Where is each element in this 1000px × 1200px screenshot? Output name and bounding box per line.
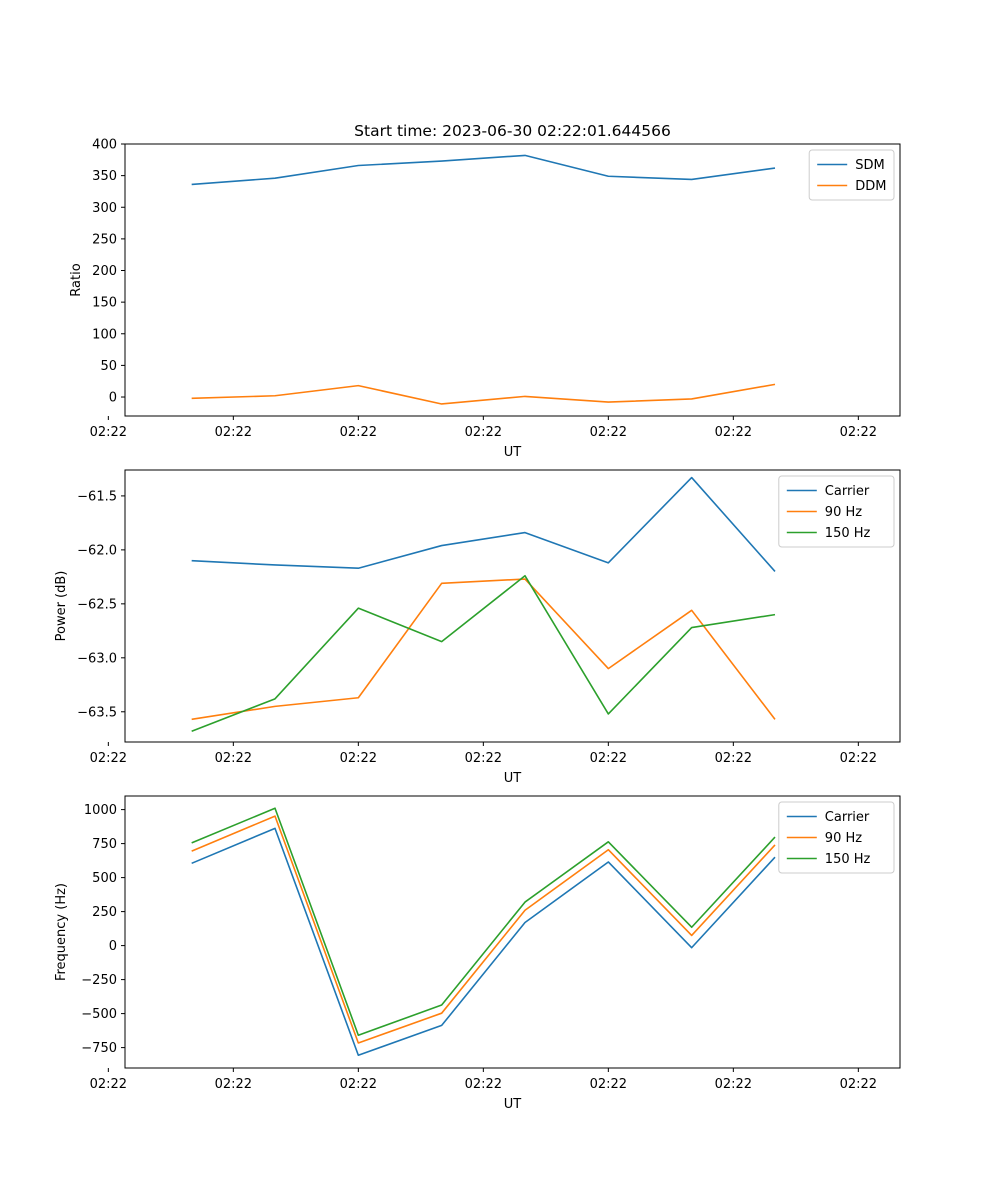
x-tick-label: 02:22 — [340, 1077, 377, 1092]
chart-panel-1: 02:22 02:22 02:22 02:22 02:22 02:22 02:22 0 50 10… — [69, 138, 901, 460]
legend-label: 90 Hz — [825, 831, 862, 846]
y-axis-label: Ratio — [69, 263, 84, 296]
x-axis-label: UT — [504, 445, 522, 460]
x-tick-label: 02:22 — [90, 1077, 127, 1092]
x-tick-label: 02:22 — [215, 1077, 252, 1092]
x-tick-label: 02:22 — [215, 425, 252, 440]
y-tick-label: −750 — [81, 1041, 117, 1056]
y-tick-label: 100 — [92, 327, 117, 342]
legend-label: 90 Hz — [825, 505, 862, 520]
y-tick-label: 0 — [109, 391, 117, 406]
series-line-150-hz — [191, 807, 776, 1037]
x-tick-label: 02:22 — [715, 425, 752, 440]
legend-label: Carrier — [825, 810, 870, 825]
plot-frame — [124, 143, 901, 417]
y-tick-label: −62.0 — [77, 543, 117, 558]
x-tick-label: 02:22 — [590, 425, 627, 440]
x-tick-label: 02:22 — [465, 751, 502, 766]
x-tick-label: 02:22 — [715, 751, 752, 766]
x-tick-label: 02:22 — [90, 425, 127, 440]
y-tick-label: 350 — [92, 169, 117, 184]
x-tick-label: 02:22 — [465, 1077, 502, 1092]
x-axis-label: UT — [504, 771, 522, 786]
y-tick-label: 300 — [92, 201, 117, 216]
series-line-carrier — [191, 827, 776, 1057]
series-line-carrier — [191, 476, 776, 572]
legend-box — [808, 149, 895, 201]
y-tick-label: 1000 — [84, 803, 117, 818]
legend-label: 150 Hz — [825, 852, 871, 867]
x-tick-label: 02:22 — [340, 751, 377, 766]
legend-label: 150 Hz — [825, 526, 871, 541]
legend: Carrier 90 Hz 150 Hz — [778, 801, 895, 874]
x-axis-label: UT — [504, 1097, 522, 1112]
x-tick-label: 02:22 — [590, 1077, 627, 1092]
chart-panel-3: 02:22 02:22 02:22 02:22 02:22 02:22 02:22 −750 −… — [54, 795, 901, 1112]
y-tick-label: 250 — [92, 232, 117, 247]
plot-frame — [124, 795, 901, 1069]
x-tick-label: 02:22 — [715, 1077, 752, 1092]
x-tick-label: 02:22 — [840, 1077, 877, 1092]
y-tick-label: 500 — [92, 871, 117, 886]
chart-panel-2: 02:22 02:22 02:22 02:22 02:22 02:22 02:22 −63.5… — [54, 469, 901, 786]
legend: Carrier 90 Hz 150 Hz — [778, 475, 895, 548]
x-tick-label: 02:22 — [840, 425, 877, 440]
y-tick-label: −63.0 — [77, 651, 117, 666]
legend: SDM DDM — [808, 149, 895, 201]
x-tick-label: 02:22 — [465, 425, 502, 440]
x-tick-label: 02:22 — [840, 751, 877, 766]
y-tick-label: −62.5 — [77, 597, 117, 612]
y-tick-label: 750 — [92, 837, 117, 852]
y-axis-label: Power (dB) — [54, 571, 69, 642]
y-tick-label: −61.5 — [77, 489, 117, 504]
y-tick-label: 400 — [92, 138, 117, 153]
legend-label: Carrier — [825, 484, 870, 499]
legend-label: DDM — [855, 179, 886, 194]
y-tick-label: −63.5 — [77, 705, 117, 720]
y-tick-label: 0 — [109, 939, 117, 954]
y-tick-label: 200 — [92, 264, 117, 279]
y-tick-label: −250 — [81, 973, 117, 988]
x-tick-label: 02:22 — [340, 425, 377, 440]
series-line-sdm — [191, 154, 776, 186]
series-line-90-hz — [191, 815, 776, 1044]
x-tick-label: 02:22 — [215, 751, 252, 766]
chart-title: Start time: 2023-06-30 02:22:01.644566 — [354, 122, 671, 140]
legend-box — [778, 475, 895, 548]
series-line-150-hz — [191, 574, 776, 732]
y-tick-label: 250 — [92, 905, 117, 920]
legend-box — [778, 801, 895, 874]
y-tick-label: 150 — [92, 296, 117, 311]
plot-frame — [124, 469, 901, 743]
y-tick-label: 50 — [100, 359, 117, 374]
series-line-ddm — [191, 383, 776, 405]
x-tick-label: 02:22 — [90, 751, 127, 766]
y-axis-label: Frequency (Hz) — [54, 883, 69, 981]
panels: 02:22 02:22 02:22 02:22 02:22 02:22 02:22 0 50 10… — [54, 138, 901, 1112]
legend-label: SDM — [855, 158, 884, 173]
y-tick-label: −500 — [81, 1007, 117, 1022]
x-tick-label: 02:22 — [590, 751, 627, 766]
series-line-90-hz — [191, 578, 776, 721]
